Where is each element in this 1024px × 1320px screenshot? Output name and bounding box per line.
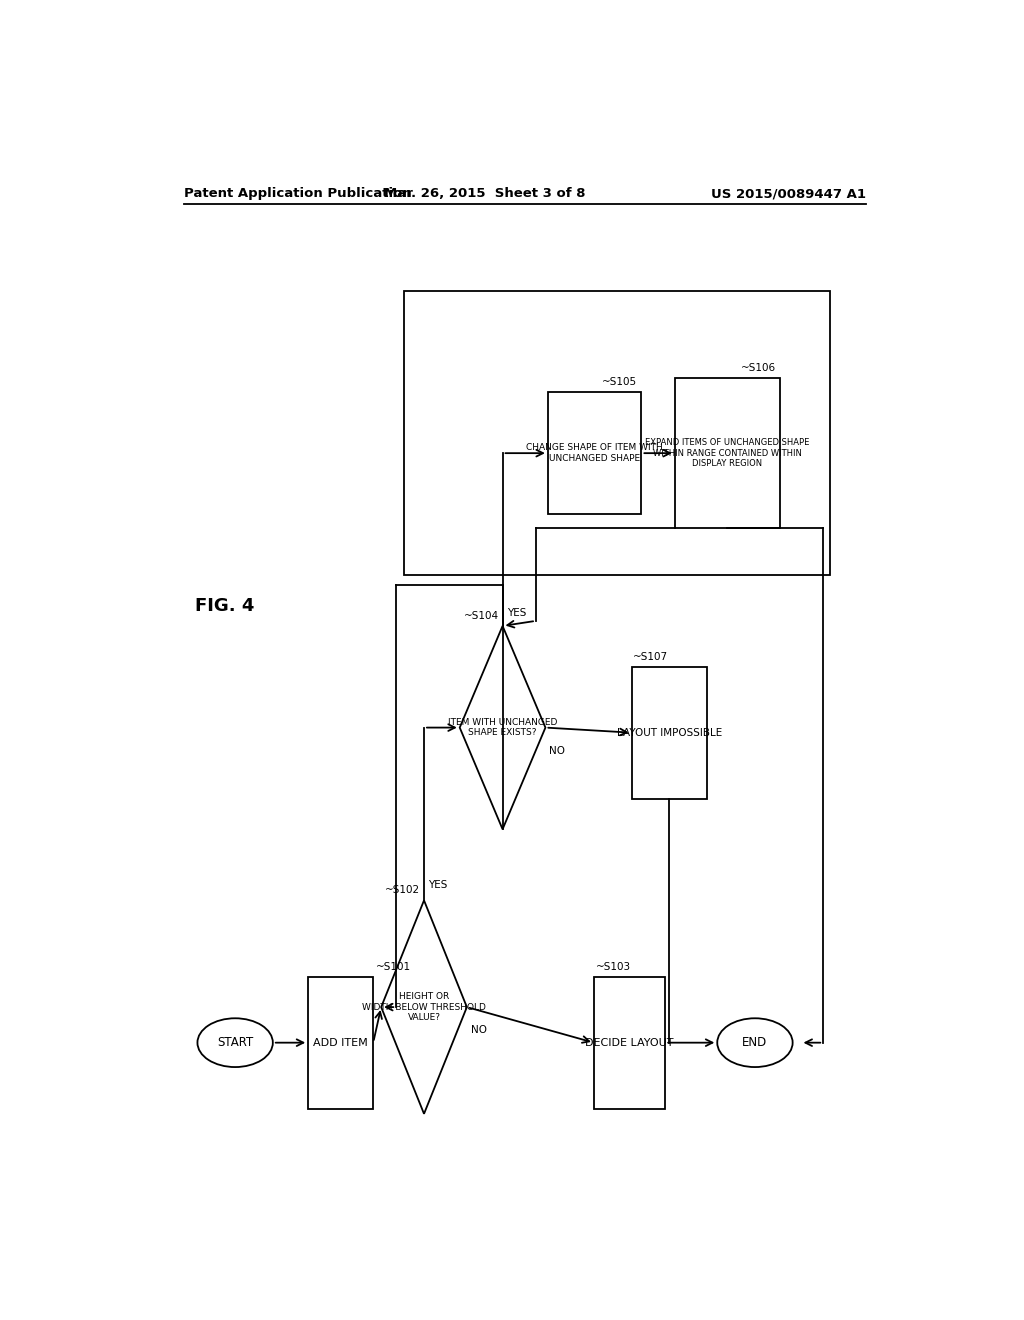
Text: NO: NO <box>550 746 565 756</box>
Text: ~S102: ~S102 <box>385 886 420 895</box>
Bar <box>308 977 373 1109</box>
Text: HEIGHT OR
WIDTH BELOW THRESHOLD
VALUE?: HEIGHT OR WIDTH BELOW THRESHOLD VALUE? <box>362 993 486 1022</box>
Text: Patent Application Publication: Patent Application Publication <box>183 187 412 201</box>
Text: EXPAND ITEMS OF UNCHANGED SHAPE
WITHIN RANGE CONTAINED WITHIN
DISPLAY REGION: EXPAND ITEMS OF UNCHANGED SHAPE WITHIN R… <box>645 438 809 469</box>
Text: US 2015/0089447 A1: US 2015/0089447 A1 <box>711 187 866 201</box>
Text: ~S105: ~S105 <box>602 378 638 387</box>
Ellipse shape <box>198 1018 272 1067</box>
Text: DECIDE LAYOUT: DECIDE LAYOUT <box>586 1038 674 1048</box>
Bar <box>548 392 641 515</box>
Bar <box>594 977 666 1109</box>
Text: Mar. 26, 2015  Sheet 3 of 8: Mar. 26, 2015 Sheet 3 of 8 <box>384 187 586 201</box>
Text: NO: NO <box>471 1026 486 1035</box>
Bar <box>404 290 829 576</box>
Polygon shape <box>460 626 546 829</box>
Text: ITEM WITH UNCHANGED
SHAPE EXISTS?: ITEM WITH UNCHANGED SHAPE EXISTS? <box>447 718 557 738</box>
Text: FIG. 4: FIG. 4 <box>196 597 255 615</box>
Ellipse shape <box>717 1018 793 1067</box>
Text: YES: YES <box>428 880 447 890</box>
Text: ~S103: ~S103 <box>595 961 631 972</box>
Text: YES: YES <box>507 607 526 618</box>
Polygon shape <box>381 900 467 1114</box>
Text: LAYOUT IMPOSSIBLE: LAYOUT IMPOSSIBLE <box>616 727 722 738</box>
Text: ~S101: ~S101 <box>376 961 411 972</box>
Text: ~S106: ~S106 <box>740 363 775 372</box>
Text: END: END <box>742 1036 768 1049</box>
Bar <box>632 667 707 799</box>
Bar <box>675 378 779 528</box>
Text: ADD ITEM: ADD ITEM <box>313 1038 368 1048</box>
Text: ~S107: ~S107 <box>633 652 669 661</box>
Text: CHANGE SHAPE OF ITEM WITH
UNCHANGED SHAPE: CHANGE SHAPE OF ITEM WITH UNCHANGED SHAP… <box>526 444 663 463</box>
Text: ~S104: ~S104 <box>464 611 499 620</box>
Text: START: START <box>217 1036 253 1049</box>
